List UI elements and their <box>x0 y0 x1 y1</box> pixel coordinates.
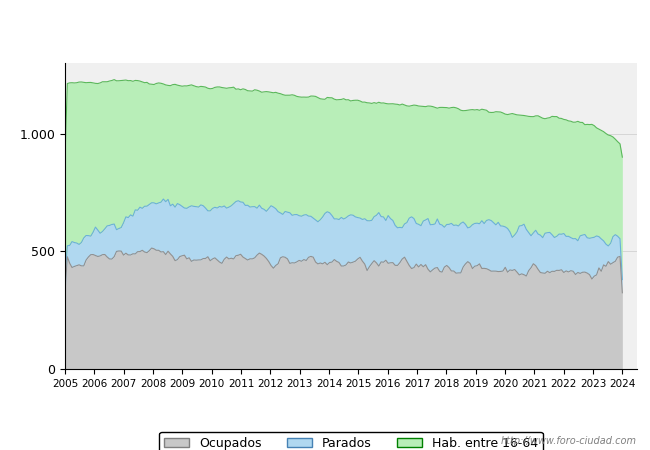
Text: http://www.foro-ciudad.com: http://www.foro-ciudad.com <box>501 436 637 446</box>
Legend: Ocupados, Parados, Hab. entre 16-64: Ocupados, Parados, Hab. entre 16-64 <box>159 432 543 450</box>
Text: Montánchez - Evolucion de la poblacion en edad de Trabajar Noviembre de 2024: Montánchez - Evolucion de la poblacion e… <box>45 20 605 34</box>
